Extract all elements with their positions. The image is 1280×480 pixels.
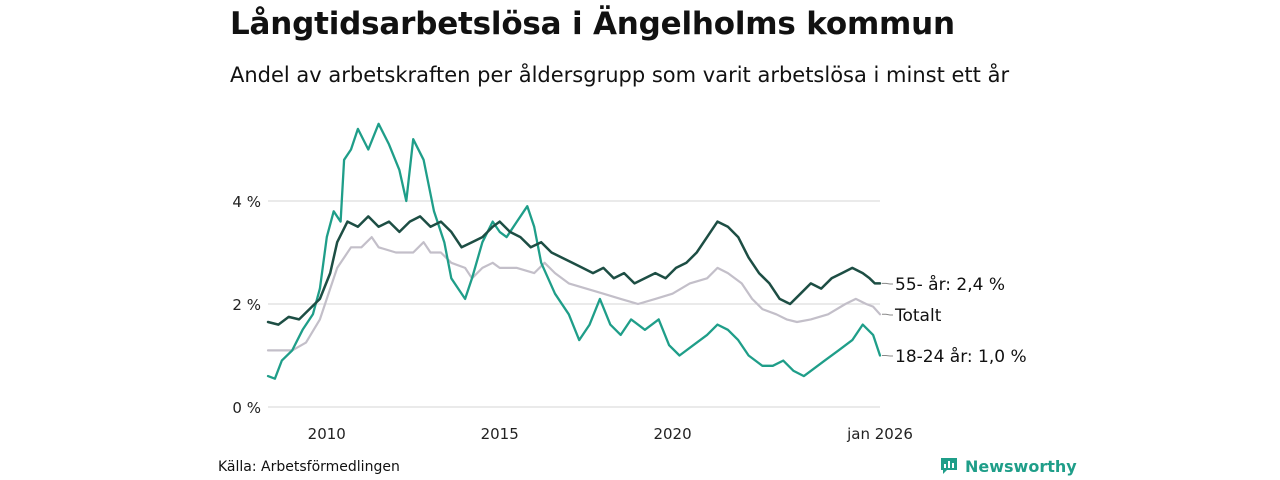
y-tick-label: 4 % <box>232 193 261 211</box>
series-lines <box>266 122 882 380</box>
series-end-label: Totalt <box>894 306 942 326</box>
x-axis-ticks: 2010 2015 2020 jan 2026 <box>308 425 913 443</box>
brand-logo[interactable]: Newsworthy <box>939 456 1077 476</box>
x-tick-label: 2010 <box>308 425 346 443</box>
series-line-age55 <box>266 215 882 326</box>
label-connector <box>882 355 893 357</box>
x-tick-label: jan 2026 <box>846 425 913 443</box>
series-end-label: 18-24 år: 1,0 % <box>895 346 1027 367</box>
grid-lines <box>268 200 880 408</box>
chart-subtitle: Andel av arbetskraften per åldersgrupp s… <box>230 63 1010 87</box>
series-end-label: 55- år: 2,4 % <box>895 274 1005 295</box>
y-tick-label: 2 % <box>232 296 261 314</box>
chart-title: Långtidsarbetslösa i Ängelholms kommun <box>230 6 955 42</box>
y-tick-label: 0 % <box>232 399 261 417</box>
x-tick-label: 2015 <box>481 425 519 443</box>
series-line-age18_24 <box>266 122 882 380</box>
newsworthy-logo-icon <box>941 458 957 474</box>
series-line-total <box>266 236 882 352</box>
brand-name: Newsworthy <box>965 456 1077 476</box>
label-connector <box>882 313 893 316</box>
series-end-labels: Totalt 18-24 år: 1,0 % 55- år: 2,4 % <box>882 274 1027 367</box>
source-note: Källa: Arbetsförmedlingen <box>218 459 400 475</box>
label-connector <box>882 282 893 285</box>
y-axis-ticks: 0 % 2 % 4 % <box>232 193 261 417</box>
x-tick-label: 2020 <box>653 425 691 443</box>
